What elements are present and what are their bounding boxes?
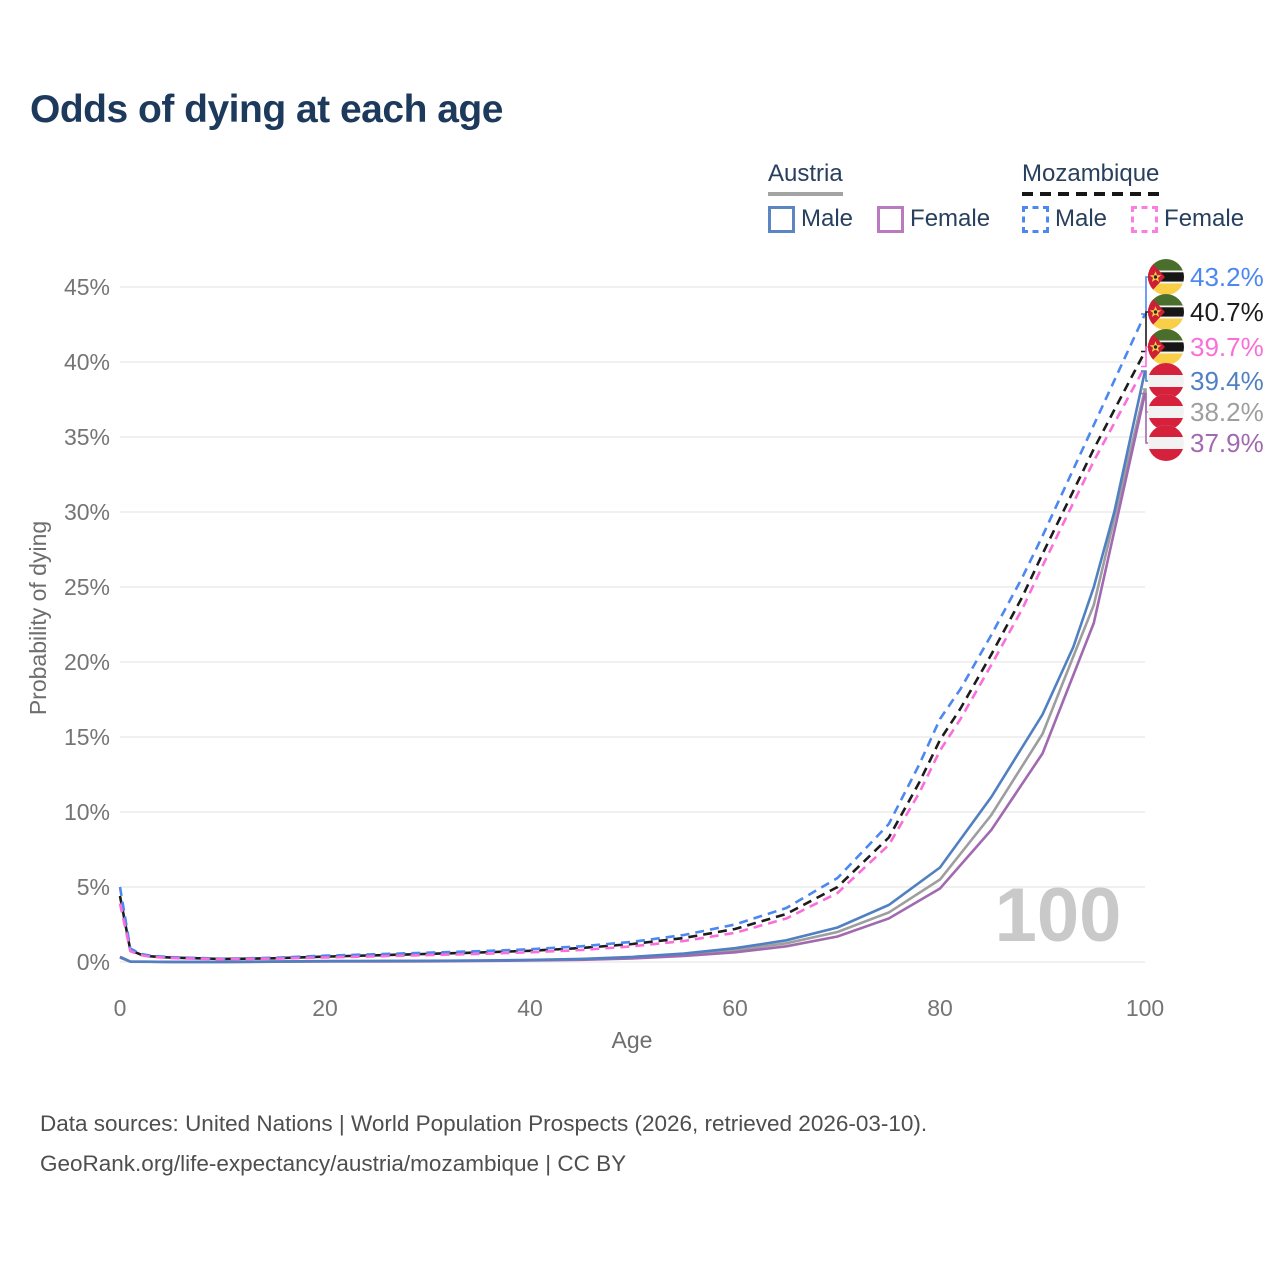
end-value-mozambique-both: 40.7% xyxy=(1190,296,1264,327)
y-tick-label: 35% xyxy=(64,424,110,450)
austria-line-style-sample xyxy=(768,192,843,196)
legend-country-mozambique[interactable]: Mozambique xyxy=(1022,160,1160,196)
legend-country-austria-label: Austria xyxy=(768,160,843,187)
y-tick-label: 20% xyxy=(64,649,110,675)
x-tick-label: 40 xyxy=(517,995,543,1021)
series-line-austria-female xyxy=(119,393,1147,964)
end-label-austria-male: 39.4% xyxy=(1148,363,1264,399)
legend-label-austria-male: Male xyxy=(801,205,854,232)
legend-country-austria[interactable]: Austria xyxy=(768,160,843,196)
end-value-austria-both: 38.2% xyxy=(1190,396,1264,427)
y-tick-label: 0% xyxy=(77,949,110,975)
austria-female-swatch xyxy=(877,205,905,233)
y-tick-label: 25% xyxy=(64,574,110,600)
mozambique-flag-icon xyxy=(1148,259,1184,295)
austria-male-swatch xyxy=(768,205,795,233)
series-line-austria-both xyxy=(119,388,1147,964)
x-tick-label: 80 xyxy=(927,995,953,1021)
y-tick-label: 5% xyxy=(77,874,110,900)
mozambique-line-style-sample xyxy=(1022,192,1160,196)
x-tick-label: 20 xyxy=(312,995,338,1021)
end-value-austria-female: 37.9% xyxy=(1190,427,1264,458)
legend-label-austria-female: Female xyxy=(910,205,991,232)
y-axis-title: Probability of dying xyxy=(25,521,51,715)
legend-group-austria: Austria Male Female xyxy=(768,160,990,233)
end-label-mozambique-both: 40.7% xyxy=(1148,294,1264,330)
y-tick-label: 45% xyxy=(64,274,110,300)
mozambique-male-swatch xyxy=(1022,205,1049,233)
footer: Data sources: United Nations | World Pop… xyxy=(40,1104,927,1184)
end-label-austria-female: 37.9% xyxy=(1148,425,1264,461)
legend-row-mozambique: Male Female xyxy=(1022,205,1244,233)
y-tick-label: 10% xyxy=(64,799,110,825)
legend-item-austria-female[interactable]: Female xyxy=(877,205,990,233)
series-line-mozambique-female xyxy=(118,365,1147,961)
end-label-mozambique-female: 39.7% xyxy=(1148,329,1264,365)
x-tick-label: 100 xyxy=(1126,995,1164,1021)
page-title: Odds of dying at each age xyxy=(30,88,503,131)
legend-row-austria: Male Female xyxy=(768,205,990,233)
legend-item-austria-male[interactable]: Male xyxy=(768,205,853,233)
austria-flag-icon xyxy=(1148,425,1184,461)
legend-label-mozambique-male: Male xyxy=(1055,205,1108,232)
series-line-austria-male xyxy=(119,370,1147,964)
data-series xyxy=(118,276,1151,964)
legend-label-mozambique-female: Female xyxy=(1164,205,1245,232)
gridlines xyxy=(120,286,1145,963)
end-label-austria-both: 38.2% xyxy=(1148,394,1264,430)
legend-item-mozambique-female[interactable]: Female xyxy=(1131,205,1244,233)
end-label-mozambique-male: 43.2% xyxy=(1148,259,1264,295)
legend-group-mozambique: Mozambique Male Female xyxy=(1022,160,1244,233)
end-value-mozambique-male: 43.2% xyxy=(1190,261,1264,292)
age-watermark: 100 xyxy=(995,873,1122,958)
mozambique-flag-icon xyxy=(1148,329,1184,365)
axis-ticks: 0% 5% 10% 15% 20% 25% 30% 35% 40% 45% 0 20 40 60 80 100 xyxy=(64,274,1164,1021)
footer-data-sources: Data sources: United Nations | World Pop… xyxy=(40,1111,928,1136)
end-value-mozambique-female: 39.7% xyxy=(1190,331,1264,362)
x-axis-title: Age xyxy=(612,1027,653,1053)
mozambique-female-swatch xyxy=(1131,205,1159,233)
series-line-mozambique-male xyxy=(118,313,1147,961)
y-tick-label: 15% xyxy=(64,724,110,750)
series-line-mozambique-both xyxy=(118,350,1147,961)
end-value-austria-male: 39.4% xyxy=(1190,365,1264,396)
y-tick-label: 40% xyxy=(64,349,110,375)
mozambique-flag-icon xyxy=(1148,294,1184,330)
legend-country-mozambique-label: Mozambique xyxy=(1022,160,1160,187)
y-tick-label: 30% xyxy=(64,499,110,525)
x-tick-label: 0 xyxy=(114,995,127,1021)
x-tick-label: 60 xyxy=(722,995,748,1021)
legend-item-mozambique-male[interactable]: Male xyxy=(1022,205,1107,233)
footer-attribution: GeoRank.org/life-expectancy/austria/moza… xyxy=(40,1151,627,1176)
